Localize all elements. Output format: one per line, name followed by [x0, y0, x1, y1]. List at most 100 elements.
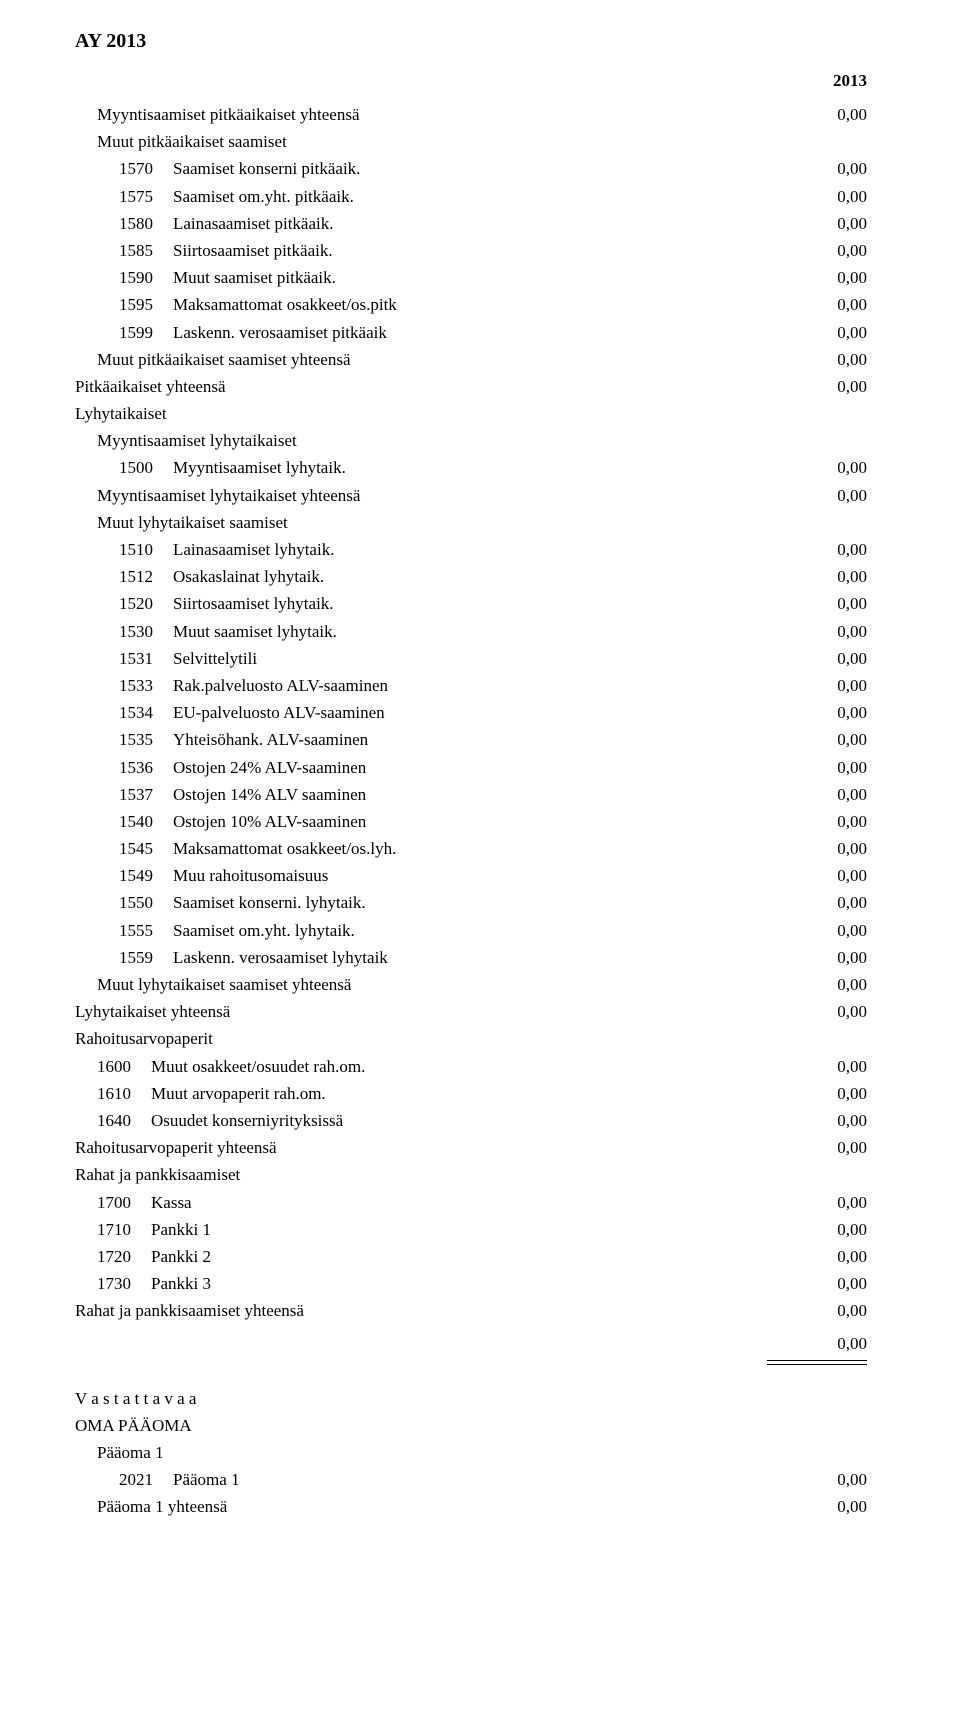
row-label: 1520Siirtosaamiset lyhytaik.: [75, 590, 767, 617]
paaoma1-total-label: Pääoma 1 yhteensä: [75, 1493, 767, 1520]
row-label: 1530Muut saamiset lyhytaik.: [75, 618, 767, 645]
account-lines: Myyntisaamiset pitkäaikaiset yhteensä0,0…: [75, 101, 885, 1324]
account-code: 2021: [119, 1466, 173, 1493]
account-row: Lyhytaikaiset: [75, 400, 885, 427]
account-row: 1555Saamiset om.yht. lyhytaik.0,00: [75, 917, 885, 944]
account-label: Saamiset konserni pitkäaik.: [173, 159, 360, 178]
account-code: 1534: [119, 699, 173, 726]
row-value: 0,00: [767, 536, 885, 563]
account-row: Rahoitusarvopaperit: [75, 1025, 885, 1052]
account-label: Myyntisaamiset lyhytaik.: [173, 458, 346, 477]
row-label: Lyhytaikaiset yhteensä: [75, 998, 767, 1025]
account-label: Saamiset om.yht. pitkäaik.: [173, 187, 354, 206]
account-label: Siirtosaamiset lyhytaik.: [173, 594, 334, 613]
row-label: Muut lyhytaikaiset saamiset yhteensä: [75, 971, 767, 998]
account-row: 1559Laskenn. verosaamiset lyhytaik0,00: [75, 944, 885, 971]
row-label: 1610Muut arvopaperit rah.om.: [75, 1080, 767, 1107]
row-label: 1500Myyntisaamiset lyhytaik.: [75, 454, 767, 481]
account-code: 1595: [119, 291, 173, 318]
account-code: 1549: [119, 862, 173, 889]
account-row: 1585Siirtosaamiset pitkäaik.0,00: [75, 237, 885, 264]
account-label: Pääoma 1: [173, 1470, 240, 1489]
row-value: 0,00: [767, 971, 885, 998]
row-value: 0,00: [767, 889, 885, 916]
account-row: Rahat ja pankkisaamiset: [75, 1161, 885, 1188]
account-row: Rahat ja pankkisaamiset yhteensä0,00: [75, 1297, 885, 1324]
account-row: 1610Muut arvopaperit rah.om.0,00: [75, 1080, 885, 1107]
account-label: Ostojen 10% ALV-saaminen: [173, 812, 366, 831]
row-value: 0,00: [767, 210, 885, 237]
row-label: 1555Saamiset om.yht. lyhytaik.: [75, 917, 767, 944]
row-value: 0,00: [767, 373, 885, 400]
account-label: Muut saamiset pitkäaik.: [173, 268, 336, 287]
account-label: Laskenn. verosaamiset lyhytaik: [173, 948, 388, 967]
row-value: 0,00: [767, 1297, 885, 1324]
account-code: 1585: [119, 237, 173, 264]
row-label: 1700Kassa: [75, 1189, 767, 1216]
row-label: Myyntisaamiset lyhytaikaiset yhteensä: [75, 482, 767, 509]
account-row: Rahoitusarvopaperit yhteensä0,00: [75, 1134, 885, 1161]
account-code: 1500: [119, 454, 173, 481]
account-code: 1570: [119, 155, 173, 182]
row-label: Myyntisaamiset lyhytaikaiset: [75, 427, 885, 454]
account-row: 1512Osakaslainat lyhytaik.0,00: [75, 563, 885, 590]
account-label: Lainasaamiset lyhytaik.: [173, 540, 334, 559]
account-row: Muut pitkäaikaiset saamiset yhteensä0,00: [75, 346, 885, 373]
row-label: Rahoitusarvopaperit yhteensä: [75, 1134, 767, 1161]
account-row: 1536Ostojen 24% ALV-saaminen0,00: [75, 754, 885, 781]
row-value: 0,00: [767, 101, 885, 128]
row-value: 0,00: [767, 1080, 885, 1107]
row-value: 0,00: [767, 672, 885, 699]
account-code: 1540: [119, 808, 173, 835]
account-label: Saamiset konserni. lyhytaik.: [173, 893, 366, 912]
row-label: 1570Saamiset konserni pitkäaik.: [75, 155, 767, 182]
row-value: 0,00: [767, 1216, 885, 1243]
row-label: 1595Maksamattomat osakkeet/os.pitk: [75, 291, 767, 318]
account-label: Ostojen 14% ALV saaminen: [173, 785, 366, 804]
paaoma1-line-label: 2021Pääoma 1: [75, 1466, 767, 1493]
double-rule: [767, 1360, 867, 1365]
account-row: 1550Saamiset konserni. lyhytaik.0,00: [75, 889, 885, 916]
account-code: 1720: [97, 1243, 151, 1270]
account-code: 1545: [119, 835, 173, 862]
account-code: 1550: [119, 889, 173, 916]
account-row: Myyntisaamiset lyhytaikaiset yhteensä0,0…: [75, 482, 885, 509]
row-value: 0,00: [767, 1243, 885, 1270]
account-row: 1720Pankki 20,00: [75, 1243, 885, 1270]
row-label: 1510Lainasaamiset lyhytaik.: [75, 536, 767, 563]
account-label: Rak.palveluosto ALV-saaminen: [173, 676, 388, 695]
account-row: Muut lyhytaikaiset saamiset: [75, 509, 885, 536]
document-title: AY 2013: [75, 30, 885, 53]
row-label: 1534EU-palveluosto ALV-saaminen: [75, 699, 767, 726]
row-value: 0,00: [767, 1053, 885, 1080]
double-rule-wrap: [75, 1358, 885, 1371]
account-label: Maksamattomat osakkeet/os.pitk: [173, 295, 397, 314]
row-value: 0,00: [767, 563, 885, 590]
vastattavaa-heading: V a s t a t t a v a a: [75, 1385, 885, 1412]
row-value: 0,00: [767, 346, 885, 373]
row-label: 1590Muut saamiset pitkäaik.: [75, 264, 767, 291]
row-value: 0,00: [767, 917, 885, 944]
row-value: 0,00: [767, 754, 885, 781]
row-value: 0,00: [767, 862, 885, 889]
account-row: 1537Ostojen 14% ALV saaminen0,00: [75, 781, 885, 808]
row-label: 1536Ostojen 24% ALV-saaminen: [75, 754, 767, 781]
account-row: 1533Rak.palveluosto ALV-saaminen0,00: [75, 672, 885, 699]
account-code: 1559: [119, 944, 173, 971]
account-label: Osakaslainat lyhytaik.: [173, 567, 324, 586]
account-label: EU-palveluosto ALV-saaminen: [173, 703, 385, 722]
row-label: 1600Muut osakkeet/osuudet rah.om.: [75, 1053, 767, 1080]
account-code: 1580: [119, 210, 173, 237]
row-label: 1599Laskenn. verosaamiset pitkäaik: [75, 319, 767, 346]
account-row: 1640Osuudet konserniyrityksissä0,00: [75, 1107, 885, 1134]
row-value: 0,00: [767, 1270, 885, 1297]
row-value: 0,00: [767, 482, 885, 509]
account-label: Pankki 3: [151, 1274, 211, 1293]
account-code: 1555: [119, 917, 173, 944]
row-value: 0,00: [767, 645, 885, 672]
row-value: 0,00: [767, 237, 885, 264]
row-label: Lyhytaikaiset: [75, 400, 885, 427]
account-row: Myyntisaamiset lyhytaikaiset: [75, 427, 885, 454]
row-label: 1550Saamiset konserni. lyhytaik.: [75, 889, 767, 916]
account-row: Myyntisaamiset pitkäaikaiset yhteensä0,0…: [75, 101, 885, 128]
